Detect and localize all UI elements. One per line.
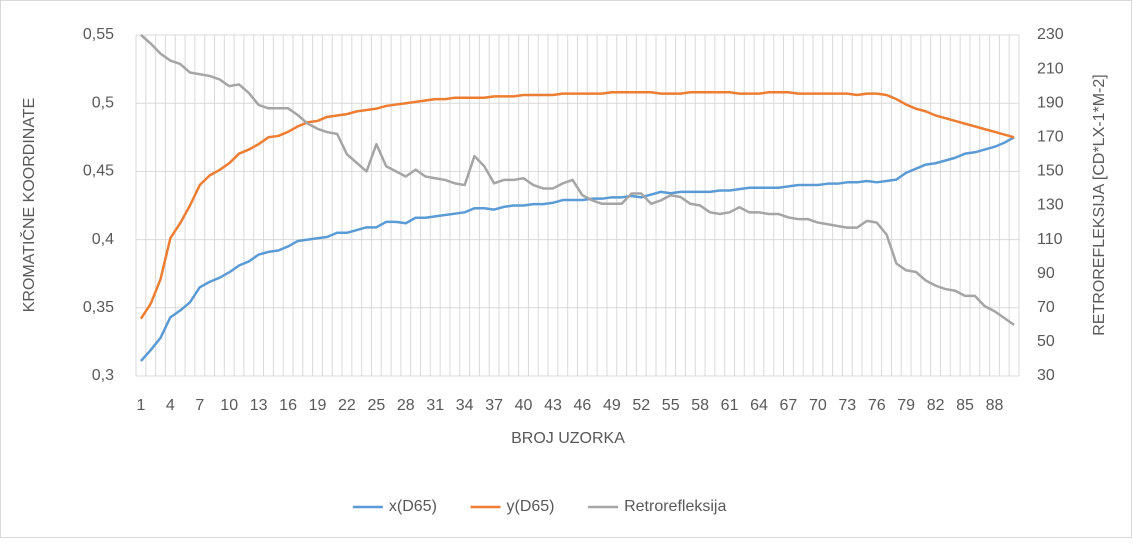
y-tick-label: 0,35	[83, 299, 114, 316]
x-tick-label: 10	[220, 397, 238, 414]
x-tick-label: 43	[544, 397, 562, 414]
x-tick-label: 67	[780, 397, 798, 414]
x-tick-label: 70	[809, 397, 827, 414]
y2-tick-label: 30	[1037, 367, 1055, 384]
x-tick-label: 73	[838, 397, 856, 414]
x-tick-label: 49	[603, 397, 621, 414]
x-tick-label: 61	[721, 397, 739, 414]
x-tick-label: 40	[515, 397, 533, 414]
y2-tick-label: 90	[1037, 265, 1055, 282]
x-tick-label: 55	[662, 397, 680, 414]
y2-tick-label: 170	[1037, 129, 1064, 146]
x-tick-label: 7	[195, 397, 204, 414]
x-tick-label: 46	[574, 397, 592, 414]
legend-label: x(D65)	[389, 498, 437, 515]
x-tick-label: 82	[927, 397, 945, 414]
x-tick-label: 28	[397, 397, 415, 414]
y2-tick-label: 50	[1037, 333, 1055, 350]
x-tick-label: 1	[136, 397, 145, 414]
x-tick-label: 37	[485, 397, 503, 414]
y-tick-label: 0,5	[92, 94, 114, 111]
y-axis-title: KROMATIČNE KOORDINATE	[19, 98, 38, 313]
x-tick-label: 4	[166, 397, 175, 414]
y2-tick-label: 210	[1037, 60, 1064, 77]
series-line	[140, 34, 1015, 326]
x-axis-title: BROJ UZORKA	[511, 430, 625, 447]
x-tick-label: 31	[426, 397, 444, 414]
series-line	[139, 91, 1015, 320]
y2-axis-title: RETROREFLEKSIJA [CD*LX-1*M-2]	[1091, 74, 1108, 335]
y2-tick-label: 150	[1037, 163, 1064, 180]
y-tick-label: 0,3	[92, 367, 114, 384]
x-tick-label: 22	[338, 397, 356, 414]
y-tick-label: 0,55	[83, 26, 114, 43]
x-tick-label: 13	[250, 397, 268, 414]
x-tick-label: 52	[632, 397, 650, 414]
legend-label: Retrorefleksija	[624, 498, 726, 515]
y-tick-label: 0,4	[92, 231, 114, 248]
x-tick-label: 25	[367, 397, 385, 414]
x-tick-label: 88	[986, 397, 1004, 414]
legend-label: y(D65)	[507, 498, 555, 515]
x-tick-label: 64	[750, 397, 768, 414]
y-tick-label: 0,45	[83, 163, 114, 180]
y2-tick-label: 230	[1037, 26, 1064, 43]
x-tick-label: 34	[456, 397, 474, 414]
x-tick-label: 58	[691, 397, 709, 414]
x-tick-label: 85	[956, 397, 974, 414]
y2-tick-label: 190	[1037, 94, 1064, 111]
series-line	[139, 136, 1015, 362]
x-tick-label: 79	[897, 397, 915, 414]
y2-tick-label: 130	[1037, 197, 1064, 214]
y2-tick-label: 110	[1037, 231, 1063, 248]
x-tick-label: 76	[868, 397, 886, 414]
x-tick-label: 19	[309, 397, 327, 414]
x-tick-label: 16	[279, 397, 297, 414]
y2-tick-label: 70	[1037, 299, 1055, 316]
